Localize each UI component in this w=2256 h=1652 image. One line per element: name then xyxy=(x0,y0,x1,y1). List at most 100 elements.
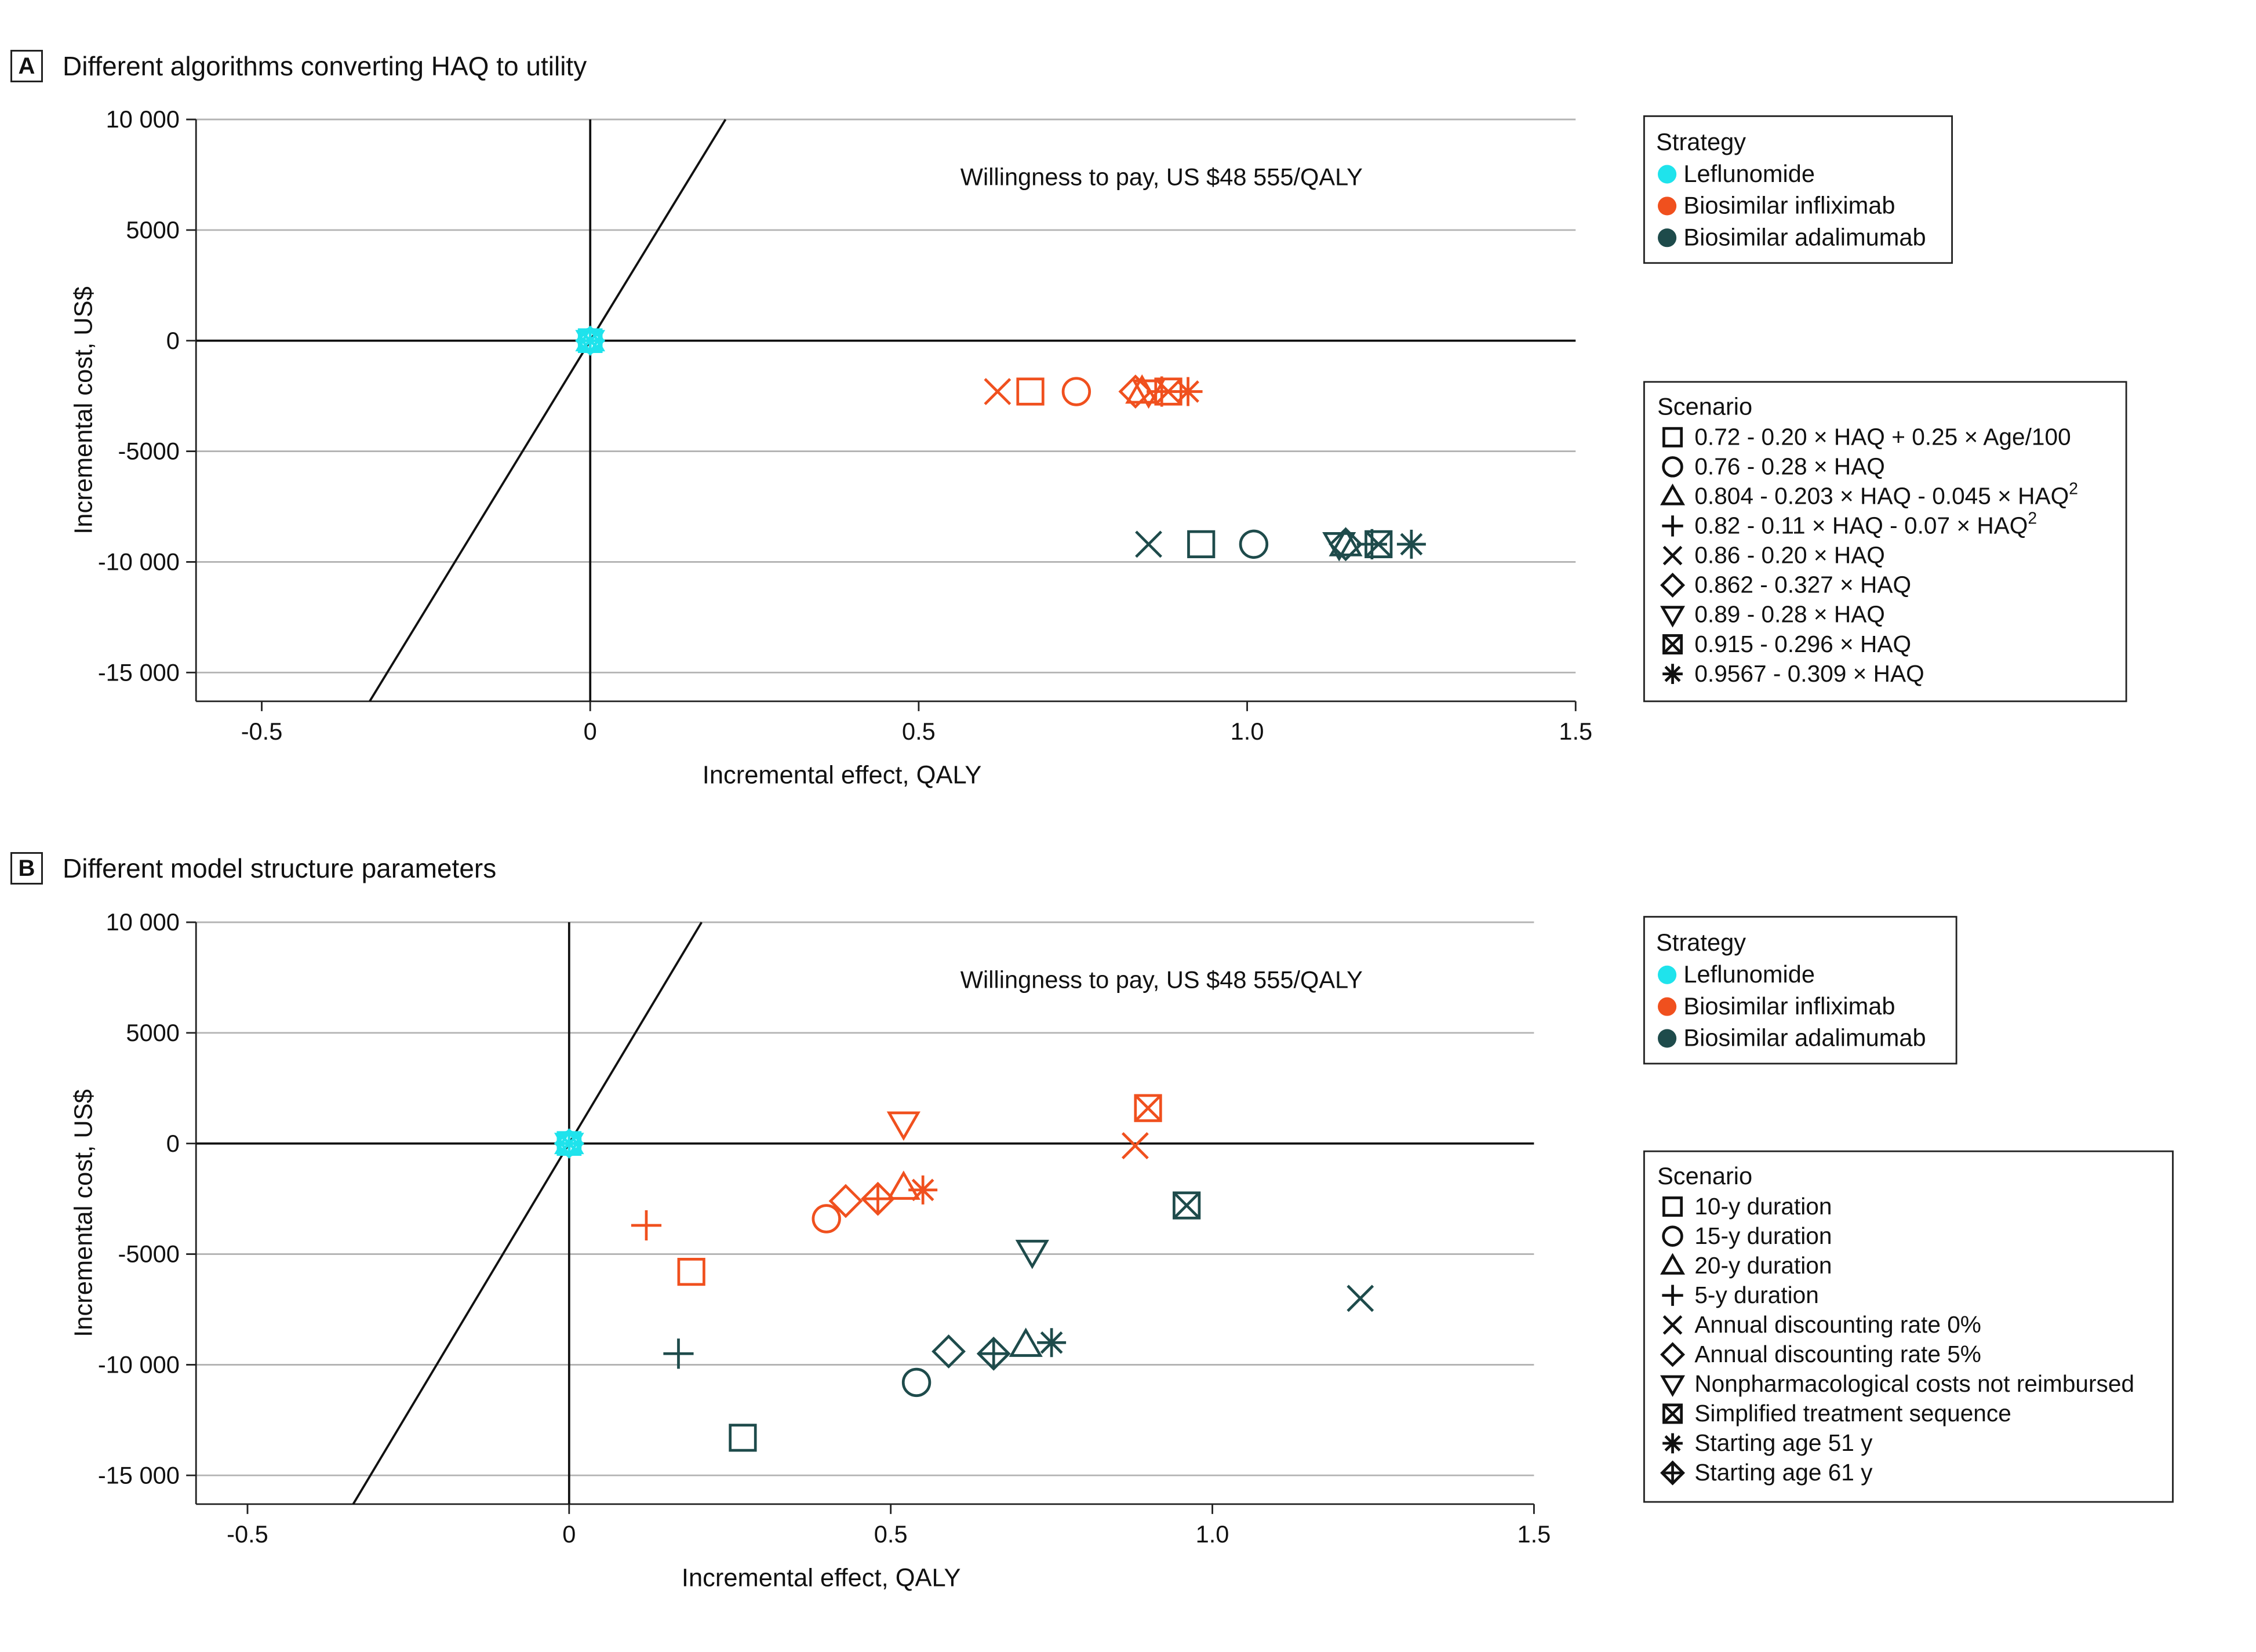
scenario-legend-symbol-diamond-diamond xyxy=(1660,1342,1686,1367)
x-axis-title: Incremental effect, QALY xyxy=(682,1564,961,1592)
point-biosimilar-infliximab-plus xyxy=(631,1210,662,1241)
point-biosimilar-infliximab-triangle-down xyxy=(886,1111,920,1141)
scenario-legend-symbol-triangle-down xyxy=(1660,1375,1686,1397)
point-biosimilar-adalimumab-triangle-down-triangle xyxy=(1015,1239,1049,1269)
scenario-legend-symbol-diamond-diamond xyxy=(1660,572,1686,598)
x-tick-label: 0.5 xyxy=(902,718,936,745)
x-tick-label: -0.5 xyxy=(241,718,283,745)
scenario-legend-symbol-plus xyxy=(1662,515,1683,537)
scenario-legend-label: Simplified treatment sequence xyxy=(1694,1400,2011,1427)
point-biosimilar-adalimumab-triangle-down-triangle xyxy=(1322,532,1356,562)
x-tick-label: 0 xyxy=(562,1520,576,1548)
point-biosimilar-infliximab-asterisk xyxy=(1173,377,1203,406)
y-tick-label: 0 xyxy=(166,1130,180,1157)
x-tick-label: 0 xyxy=(584,718,597,745)
y-tick-label: 5000 xyxy=(126,1019,179,1046)
scenario-legend-label: 0.804 - 0.203 × HAQ - 0.045 × HAQ2 xyxy=(1694,480,2078,510)
point-biosimilar-adalimumab-x xyxy=(1135,530,1162,558)
point-biosimilar-infliximab-square-x xyxy=(1134,1094,1162,1122)
strategy-legend-label: Biosimilar infliximab xyxy=(1683,992,1895,1020)
x-tick-label: 1.5 xyxy=(1517,1520,1551,1548)
scenario-legend-label: 10-y duration xyxy=(1694,1193,1832,1220)
scenario-legend-label: 20-y duration xyxy=(1694,1252,1832,1279)
scenario-legend-symbol-diamond xyxy=(1660,1342,1686,1367)
point-biosimilar-adalimumab-circle xyxy=(901,1367,931,1398)
strategy-legend-label: Biosimilar infliximab xyxy=(1683,192,1895,219)
point-biosimilar-infliximab-square xyxy=(1016,377,1045,406)
scenario-legend-box xyxy=(1643,1150,2174,1503)
panel-b-letter: B xyxy=(10,852,43,885)
x-axis-title: Incremental effect, QALY xyxy=(703,762,982,789)
y-axis-title: Incremental cost, US$ xyxy=(70,286,98,534)
panel-a-header: A Different algorithms converting HAQ to… xyxy=(10,50,587,82)
y-tick-label: 0 xyxy=(166,327,180,354)
point-biosimilar-adalimumab-triangle-up xyxy=(1329,527,1363,556)
point-biosimilar-adalimumab-diamond-diamond xyxy=(931,1334,966,1369)
point-biosimilar-adalimumab-square xyxy=(729,1424,757,1452)
point-biosimilar-adalimumab-x-line xyxy=(1135,530,1162,558)
strategy-legend-label: Leflunomide xyxy=(1683,160,1815,187)
point-biosimilar-infliximab-asterisk-line xyxy=(1177,380,1199,403)
scenario-legend-label: Annual discounting rate 5% xyxy=(1694,1341,1981,1367)
scenario-legend-label: 15-y duration xyxy=(1694,1222,1832,1249)
scenario-legend-label: 0.76 - 0.28 × HAQ xyxy=(1694,453,1885,480)
strategy-legend-label: Leflunomide xyxy=(1683,960,1815,988)
scenario-legend-symbol-asterisk-line xyxy=(1664,665,1681,682)
scenario-legend-symbol-asterisk xyxy=(1662,664,1683,684)
y-tick-label: -10 000 xyxy=(98,548,180,576)
scenario-legend-symbol-triangle-up xyxy=(1660,483,1686,505)
point-biosimilar-adalimumab-square-x-line xyxy=(1364,530,1392,558)
strategy-legend-box xyxy=(1643,115,1953,264)
point-biosimilar-infliximab-x-line xyxy=(984,378,1011,405)
y-tick-label: -15 000 xyxy=(98,1461,180,1489)
scenario-legend-symbol-square-x-square xyxy=(1662,1403,1683,1424)
point-biosimilar-adalimumab-square-x-line xyxy=(1173,1192,1200,1220)
strategy-legend-title: Strategy xyxy=(1656,128,1746,155)
scenario-legend-symbol-plus-diamond-diamond xyxy=(1660,1460,1686,1486)
point-biosimilar-infliximab-circle-circle xyxy=(1061,377,1091,406)
strategy-legend-box xyxy=(1643,916,1957,1065)
scenario-legend-symbol-square xyxy=(1662,1196,1683,1217)
scenario-legend-symbol-square xyxy=(1662,427,1683,447)
point-biosimilar-infliximab-plus-diamond xyxy=(861,1181,895,1216)
point-biosimilar-adalimumab-triangle-up-triangle xyxy=(1009,1327,1043,1357)
strategy-legend-title: Strategy xyxy=(1656,929,1746,956)
scenario-legend-symbol-triangle-up-triangle xyxy=(1660,1253,1686,1275)
y-axis-title: Incremental cost, US$ xyxy=(70,1089,98,1337)
point-biosimilar-infliximab-circle-circle xyxy=(812,1204,841,1233)
point-biosimilar-infliximab-square-x-square xyxy=(1134,1094,1162,1122)
point-biosimilar-adalimumab-asterisk xyxy=(1037,1328,1067,1358)
wtp-label: Willingness to pay, US $48 555/QALY xyxy=(960,163,1363,190)
point-biosimilar-infliximab-square-square xyxy=(677,1258,705,1286)
point-biosimilar-adalimumab-triangle-down xyxy=(1322,532,1356,562)
scenario-legend-symbol-square-square xyxy=(1662,1196,1683,1217)
point-biosimilar-infliximab-triangle-up xyxy=(886,1170,920,1200)
point-biosimilar-infliximab-diamond xyxy=(1118,374,1153,409)
scenario-legend-symbol-square-x-line xyxy=(1662,1404,1683,1424)
point-biosimilar-infliximab-diamond-diamond xyxy=(828,1184,863,1218)
chart-b: Willingness to pay, US $48 555/QALY 10 00… xyxy=(70,908,2174,1592)
scenario-legend-box xyxy=(1643,381,2127,703)
point-biosimilar-infliximab-asterisk-line xyxy=(911,1178,934,1202)
point-biosimilar-adalimumab-square-x xyxy=(1173,1191,1201,1220)
point-biosimilar-adalimumab-asterisk-line xyxy=(1040,1331,1063,1354)
point-biosimilar-infliximab-square-square xyxy=(1016,377,1045,406)
wtp-line xyxy=(369,119,727,702)
point-biosimilar-adalimumab-diamond-diamond xyxy=(1329,527,1363,562)
scenario-legend-label: 0.89 - 0.28 × HAQ xyxy=(1694,601,1885,628)
point-biosimilar-adalimumab-square-x-square xyxy=(1364,530,1393,558)
scenario-legend-title: Scenario xyxy=(1657,1162,1752,1189)
point-biosimilar-infliximab-square xyxy=(677,1258,705,1286)
scenario-legend-symbol-x xyxy=(1662,545,1683,566)
point-biosimilar-adalimumab-square xyxy=(1187,530,1216,558)
scenario-legend-symbol-diamond xyxy=(1660,572,1686,598)
point-biosimilar-adalimumab-square-x xyxy=(1364,530,1393,558)
y-tick-label: -15 000 xyxy=(98,658,180,686)
scenario-legend-symbol-circle xyxy=(1662,1225,1683,1247)
scenario-legend-label: 0.862 - 0.327 × HAQ xyxy=(1694,572,1911,598)
scenario-legend-symbol-triangle-up-triangle xyxy=(1660,483,1686,505)
scenario-legend-symbol-x-line xyxy=(1662,545,1683,566)
scenario-legend-symbol-square-square xyxy=(1662,427,1683,447)
y-tick-label: -10 000 xyxy=(98,1351,180,1378)
point-biosimilar-adalimumab-circle xyxy=(1239,529,1269,559)
